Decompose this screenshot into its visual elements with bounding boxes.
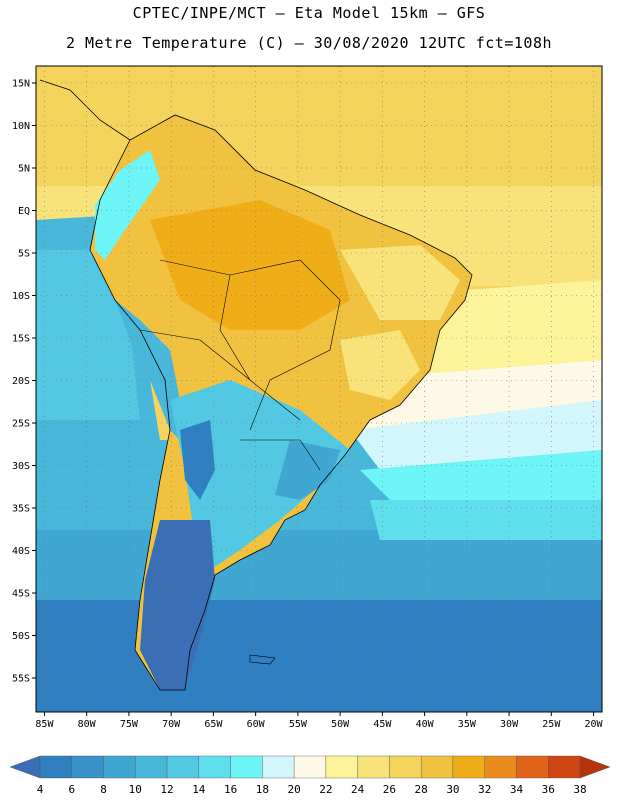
lat-tick-label: 45S bbox=[12, 589, 30, 600]
lat-tick-label: 15N bbox=[12, 79, 30, 90]
lat-tick-label: 5N bbox=[18, 164, 30, 175]
lat-tick-label: 40S bbox=[12, 546, 30, 557]
lon-tick-label: 20W bbox=[585, 719, 604, 730]
lat-tick-label: 55S bbox=[12, 674, 30, 685]
colorbar-swatch bbox=[9, 755, 41, 779]
colorbar-swatch bbox=[230, 755, 263, 779]
lon-tick-label: 65W bbox=[204, 719, 223, 730]
lon-tick-label: 70W bbox=[162, 719, 181, 730]
colorbar-swatch bbox=[198, 755, 231, 779]
colorbar: 4 6 8 10 12 14 16 18 20 22 24 26 28 30 32 34 36 38 bbox=[9, 755, 611, 796]
colorbar-swatch bbox=[548, 755, 581, 779]
colorbar-label: 34 bbox=[510, 783, 524, 796]
colorbar-label: 20 bbox=[287, 783, 300, 796]
colorbar-label: 12 bbox=[160, 783, 173, 796]
colorbar-swatch bbox=[516, 755, 549, 779]
lat-tick-label: 25S bbox=[12, 419, 30, 430]
colorbar-swatch bbox=[71, 755, 104, 779]
map-subtitle: 2 Metre Temperature (C) – 30/08/2020 12U… bbox=[65, 34, 553, 52]
lon-tick-label: 45W bbox=[373, 719, 392, 730]
lat-tick-label: 30S bbox=[12, 461, 30, 472]
colorbar-swatch bbox=[389, 755, 422, 779]
colorbar-swatch bbox=[262, 755, 295, 779]
colorbar-swatch bbox=[579, 755, 611, 779]
lon-tick-label: 80W bbox=[78, 719, 97, 730]
map-field bbox=[36, 66, 602, 712]
colorbar-label: 8 bbox=[100, 783, 107, 796]
lat-tick-label: 35S bbox=[12, 504, 30, 515]
colorbar-swatch bbox=[103, 755, 136, 779]
colorbar-label: 16 bbox=[224, 783, 237, 796]
colorbar-label: 4 bbox=[37, 783, 44, 796]
colorbar-swatch bbox=[325, 755, 358, 779]
lon-tick-label: 85W bbox=[35, 719, 54, 730]
colorbar-label: 6 bbox=[68, 783, 75, 796]
lon-tick-label: 55W bbox=[289, 719, 308, 730]
lat-tick-label: EQ bbox=[18, 206, 30, 217]
lon-tick-label: 75W bbox=[120, 719, 139, 730]
lon-tick-label: 35W bbox=[458, 719, 477, 730]
colorbar-label: 26 bbox=[383, 783, 396, 796]
colorbar-label: 18 bbox=[256, 783, 269, 796]
colorbar-swatch bbox=[357, 755, 390, 779]
colorbar-swatch bbox=[452, 755, 485, 779]
lon-tick-label: 25W bbox=[542, 719, 561, 730]
lat-tick-label: 10S bbox=[12, 291, 30, 302]
lat-tick-label: 10N bbox=[12, 121, 30, 132]
latitude-axis: 15N 10N 5N EQ 5S 10S 15S 20S 25S 30S 35S 40S 45S 50S 5… bbox=[12, 79, 36, 685]
colorbar-label: 10 bbox=[129, 783, 142, 796]
colorbar-swatch bbox=[293, 755, 327, 779]
colorbar-label: 28 bbox=[415, 783, 428, 796]
colorbar-label: 30 bbox=[446, 783, 459, 796]
colorbar-label: 36 bbox=[542, 783, 555, 796]
map-frame bbox=[35, 65, 603, 713]
lat-tick-label: 20S bbox=[12, 376, 30, 387]
lat-tick-label: 50S bbox=[12, 631, 30, 642]
colorbar-label: 32 bbox=[478, 783, 491, 796]
colorbar-label: 22 bbox=[319, 783, 332, 796]
colorbar-swatch bbox=[420, 755, 454, 779]
colorbar-label: 24 bbox=[351, 783, 365, 796]
lon-tick-label: 30W bbox=[500, 719, 519, 730]
lat-tick-label: 5S bbox=[18, 249, 30, 260]
colorbar-swatch bbox=[484, 755, 517, 779]
colorbar-label: 38 bbox=[573, 783, 586, 796]
lat-tick-label: 15S bbox=[12, 334, 30, 345]
map-title: CPTEC/INPE/MCT – Eta Model 15km – GFS bbox=[132, 4, 486, 22]
lon-tick-label: 40W bbox=[416, 719, 435, 730]
colorbar-swatch bbox=[39, 755, 72, 779]
colorbar-swatch bbox=[135, 755, 168, 779]
colorbar-label: 14 bbox=[192, 783, 206, 796]
lon-tick-label: 50W bbox=[331, 719, 350, 730]
longitude-axis: 85W 80W 75W 70W 65W 60W 55W 50W 45W 40W 35W 30W 25W 2… bbox=[35, 712, 604, 730]
lon-tick-label: 60W bbox=[247, 719, 266, 730]
colorbar-swatch bbox=[166, 755, 200, 779]
